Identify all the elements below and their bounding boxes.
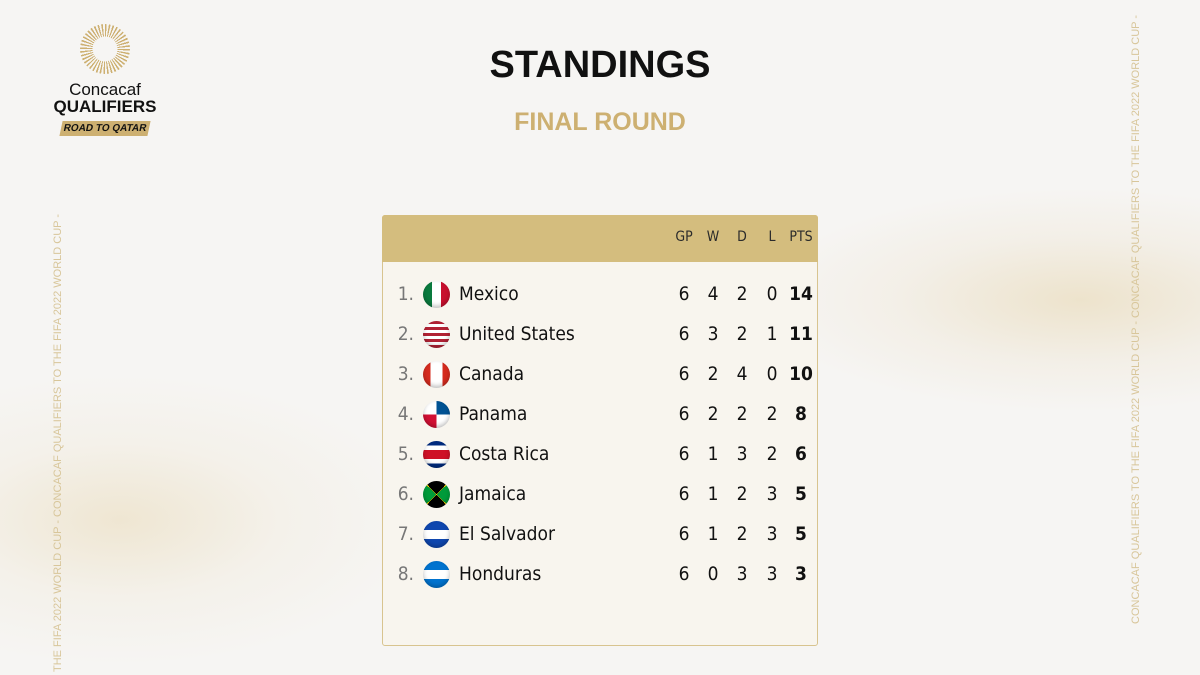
side-text: THE FIFA 2022 WORLD CUP - CONCACAF QUALI… — [52, 213, 64, 672]
team-flag — [423, 281, 450, 308]
team-name: Jamaica — [459, 483, 527, 505]
stat: 4 — [736, 363, 748, 385]
logo-text: QUALIFIERS — [53, 97, 157, 116]
rank: 3. — [397, 363, 414, 385]
stat: 0 — [766, 283, 778, 305]
stat: 1 — [707, 443, 719, 465]
table-panel — [382, 215, 818, 646]
stat: 6 — [678, 323, 690, 345]
stat: 3 — [766, 483, 778, 505]
points: 10 — [789, 363, 813, 385]
stat: 2 — [736, 403, 748, 425]
stat: 1 — [707, 523, 719, 545]
stat: 4 — [707, 283, 719, 305]
logo-sun — [80, 24, 130, 74]
stat: 3 — [736, 563, 748, 585]
rank: 1. — [397, 283, 414, 305]
column-header: PTS — [789, 229, 813, 245]
points: 11 — [789, 323, 813, 345]
team-flag — [423, 561, 450, 588]
team-flag — [423, 441, 450, 468]
points: 14 — [789, 283, 813, 305]
side-text: CONCACAF QUALIFIERS TO THE FIFA 2022 WOR… — [1130, 14, 1142, 624]
stat: 3 — [766, 523, 778, 545]
stat: 2 — [736, 283, 748, 305]
stat: 3 — [707, 323, 719, 345]
title: STANDINGS — [489, 44, 711, 86]
team-name: Costa Rica — [459, 443, 550, 465]
stat: 2 — [766, 443, 778, 465]
stat: 2 — [766, 403, 778, 425]
team-name: Honduras — [459, 563, 542, 585]
team-name: United States — [459, 323, 575, 345]
team-name: El Salvador — [459, 523, 555, 545]
stat: 3 — [736, 443, 748, 465]
team-name: Mexico — [459, 283, 519, 305]
rank: 7. — [397, 523, 414, 545]
logo-text: Concacaf — [69, 80, 141, 99]
stat: 2 — [707, 403, 719, 425]
points: 5 — [795, 483, 807, 505]
stat: 6 — [678, 443, 690, 465]
stat: 6 — [678, 563, 690, 585]
stat: 3 — [766, 563, 778, 585]
stat: 6 — [678, 283, 690, 305]
column-header: D — [737, 229, 747, 245]
rank: 2. — [397, 323, 414, 345]
stat: 1 — [707, 483, 719, 505]
rank: 6. — [397, 483, 414, 505]
team-flag — [423, 481, 450, 508]
team-flag — [423, 521, 450, 548]
team-flag — [423, 401, 450, 428]
table-header — [382, 215, 818, 262]
rank: 4. — [397, 403, 414, 425]
points: 3 — [795, 563, 807, 585]
stat: 0 — [707, 563, 719, 585]
stat: 6 — [678, 523, 690, 545]
stat: 6 — [678, 483, 690, 505]
rank: 5. — [397, 443, 414, 465]
column-header: L — [768, 229, 776, 245]
stat: 1 — [766, 323, 778, 345]
column-header: GP — [675, 229, 693, 245]
points: 5 — [795, 523, 807, 545]
team-name: Canada — [459, 363, 525, 385]
stat: 2 — [736, 523, 748, 545]
points: 6 — [795, 443, 807, 465]
stat: 2 — [736, 483, 748, 505]
team-name: Panama — [459, 403, 528, 425]
team-flag — [423, 321, 450, 348]
stat: 0 — [766, 363, 778, 385]
stat: 2 — [707, 363, 719, 385]
column-header: W — [706, 229, 720, 245]
stat: 6 — [678, 403, 690, 425]
subtitle: FINAL ROUND — [514, 108, 686, 136]
team-flag — [423, 361, 450, 388]
stat: 2 — [736, 323, 748, 345]
points: 8 — [795, 403, 807, 425]
rank: 8. — [397, 563, 414, 585]
stat: 6 — [678, 363, 690, 385]
